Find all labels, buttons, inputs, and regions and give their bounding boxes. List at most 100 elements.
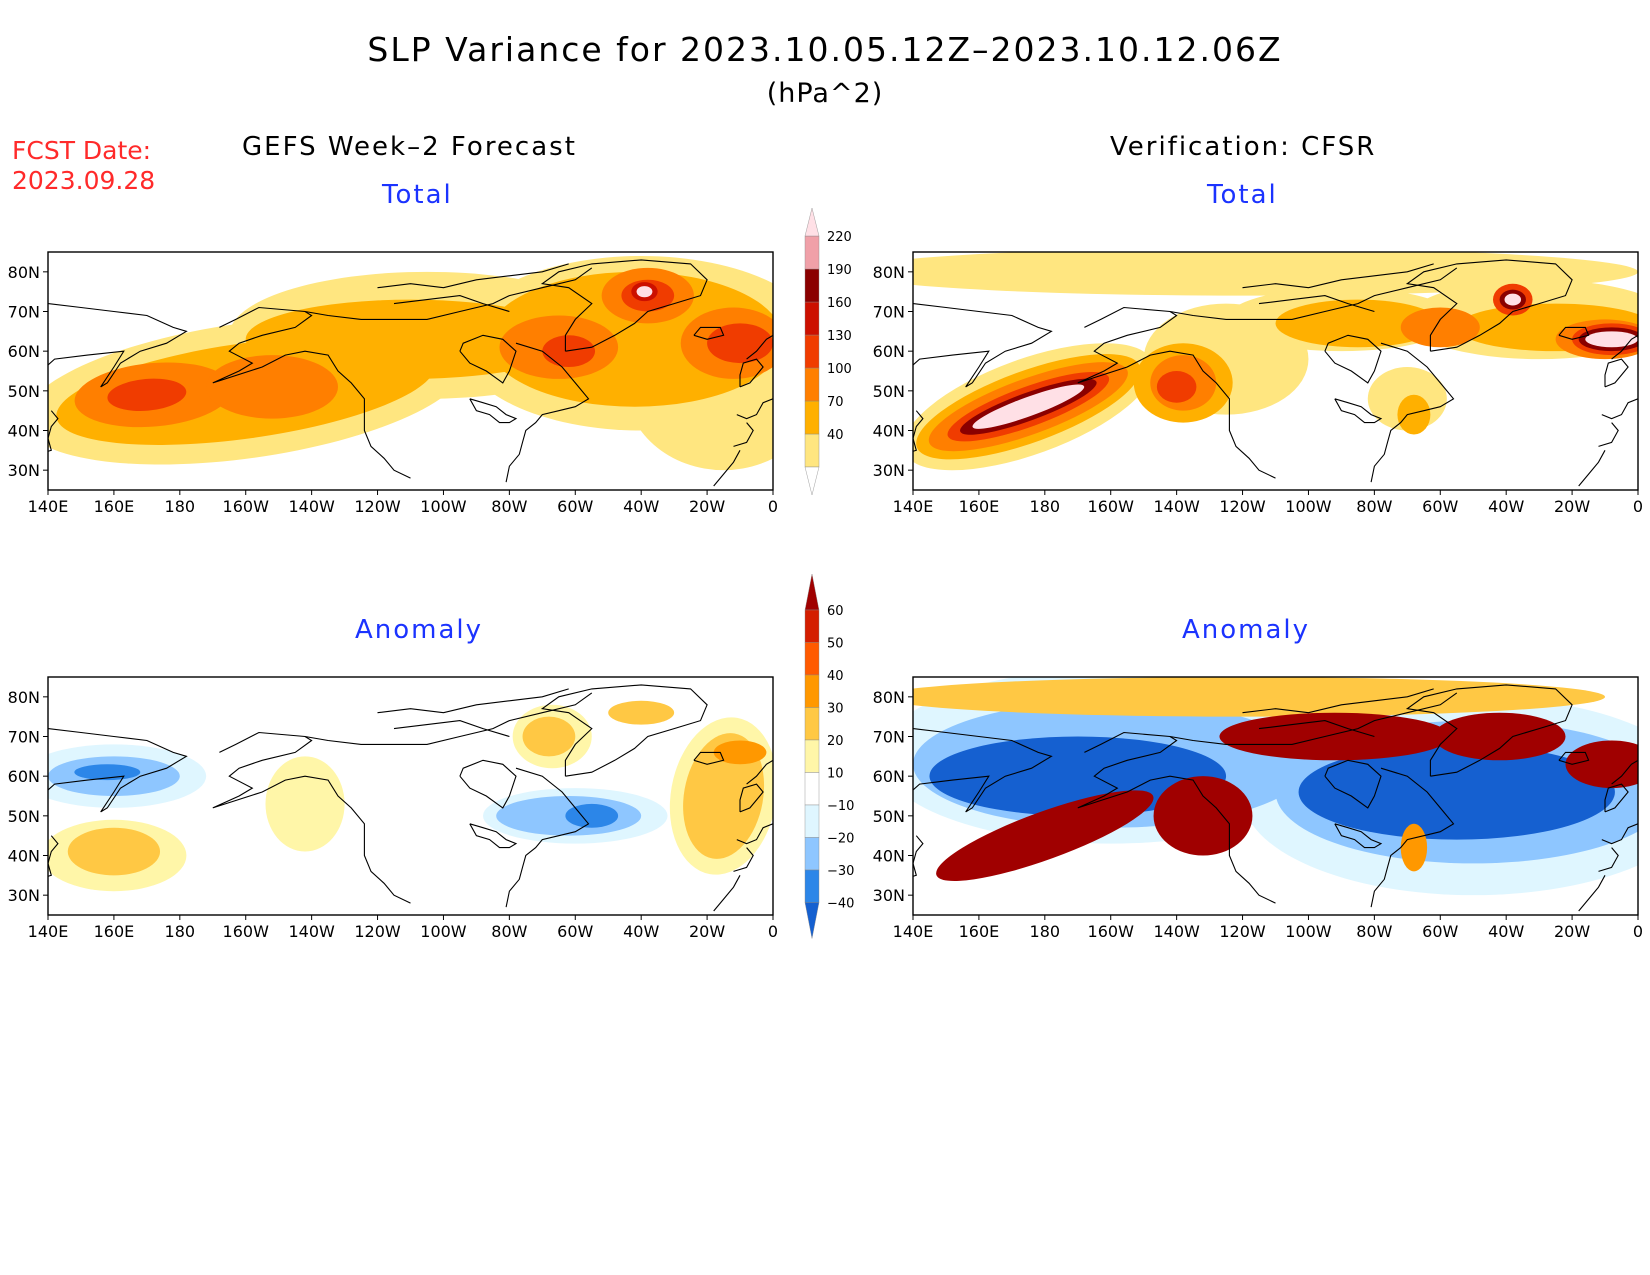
colorbar-band (804, 772, 820, 806)
lon-tick-label: 160W (223, 497, 270, 516)
lon-tick-label: 100W (1285, 497, 1332, 516)
lon-tick-label: 140W (1153, 922, 1200, 941)
lon-tick-label: 20W (689, 922, 725, 941)
colorbar-band (804, 869, 820, 903)
lon-tick-label: 160E (959, 497, 1000, 516)
colorbar-band (804, 837, 820, 871)
contour-region (713, 740, 767, 765)
lon-tick-label: 140W (1153, 497, 1200, 516)
contour-region (972, 384, 1085, 429)
lon-tick-label: 60W (557, 497, 593, 516)
lon-tick-label: 120W (1219, 497, 1266, 516)
lon-tick-label: 80W (491, 497, 527, 516)
lon-tick-label: 100W (420, 922, 467, 941)
lon-tick-label: 80W (1356, 497, 1392, 516)
lon-tick-label: 120W (354, 922, 401, 941)
map-frame (912, 676, 1639, 916)
map-frame (47, 676, 774, 916)
lat-tick-label: 80N (8, 688, 40, 707)
colorbar-label: 70 (827, 395, 844, 410)
colorbar-band (804, 642, 820, 676)
map-anomaly-forecast: 140E 160E 180 160W 140W 120W 100W 80W 60W 40W 20W 0… (8, 676, 778, 941)
lat-tick-label: 30N (873, 461, 905, 480)
contour-region (636, 286, 653, 298)
colorbar-arrow (804, 573, 820, 611)
lon-tick-label: 180 (1030, 497, 1061, 516)
lon-tick-label: 140E (28, 922, 69, 941)
colorbar-label: −20 (827, 832, 854, 847)
lat-tick-label: 30N (8, 461, 40, 480)
lon-tick-label: 140E (893, 922, 934, 941)
chart-title: SLP Variance for 2023.10.05.12Z–2023.10.… (367, 30, 1283, 69)
lon-tick-label: 160E (959, 922, 1000, 941)
contour-region (1400, 307, 1480, 348)
map-total-forecast: 140E 160E 180 160W 140W 120W 100W 80W 60W 40W 20W 0… (8, 251, 778, 516)
coastlines (48, 684, 773, 912)
colorbar-arrow (804, 207, 820, 237)
lon-tick-label: 80W (1356, 922, 1392, 941)
colorbar-band (804, 739, 820, 773)
coastlines (913, 684, 1638, 912)
lon-tick-label: 160W (1088, 922, 1135, 941)
contour-region (707, 323, 773, 364)
map-total-verification: 140E 160E 180 160W 140W 120W 100W 80W 60W 40W 20W 0… (873, 251, 1643, 516)
coastlines (913, 259, 1638, 487)
chart-units: (hPa^2) (766, 78, 884, 109)
contour-region (1585, 331, 1638, 348)
contour-region (1400, 823, 1428, 872)
contour-region (107, 378, 187, 411)
cfsr-column-title: Verification: CFSR (1110, 132, 1377, 162)
colorbar-band (804, 235, 820, 270)
lon-tick-label: 160E (94, 922, 135, 941)
contour-region (1397, 394, 1431, 435)
lon-tick-label: 180 (1030, 922, 1061, 941)
colorbar-arrow (804, 902, 820, 939)
lon-tick-label: 20W (1554, 922, 1590, 941)
lat-tick-label: 40N (8, 422, 40, 441)
lat-tick-label: 50N (873, 807, 905, 826)
lon-tick-label: 160E (94, 497, 135, 516)
lon-tick-label: 140E (893, 497, 934, 516)
contour-region (683, 733, 765, 859)
lat-tick-label: 60N (873, 342, 905, 361)
lat-tick-label: 80N (8, 263, 40, 282)
lon-tick-label: 40W (623, 922, 659, 941)
contour-region (522, 716, 576, 757)
lat-tick-label: 80N (873, 688, 905, 707)
colorbar-label: −40 (827, 897, 854, 912)
contour-region (1156, 371, 1197, 403)
contour-region (565, 803, 619, 828)
lat-tick-label: 70N (8, 303, 40, 322)
lon-tick-label: 160W (223, 922, 270, 941)
lon-tick-label: 160W (1088, 497, 1135, 516)
colorbar-band (804, 367, 820, 402)
colorbar-label: 190 (827, 263, 852, 278)
colorbar-label: 220 (827, 230, 852, 245)
contour-region (1433, 712, 1566, 761)
map-frame (912, 251, 1639, 491)
coastlines (48, 259, 773, 487)
colorbar-band (804, 301, 820, 336)
lat-tick-label: 70N (8, 728, 40, 747)
lat-tick-label: 30N (873, 886, 905, 905)
panel-title-anomaly-verification: Anomaly (1182, 615, 1311, 645)
lat-tick-label: 40N (873, 422, 905, 441)
colorbar-label: −30 (827, 864, 854, 879)
lon-tick-label: 40W (1488, 922, 1524, 941)
contour-region (1298, 744, 1615, 840)
colorbar-band (804, 400, 820, 435)
contour-region (1275, 299, 1441, 348)
colorbar-label: 40 (827, 428, 844, 443)
colorbar-label: −10 (827, 799, 854, 814)
contour-region (608, 700, 675, 725)
lat-tick-label: 30N (8, 886, 40, 905)
lat-tick-label: 50N (873, 382, 905, 401)
contour-region (265, 756, 345, 852)
lon-tick-label: 40W (623, 497, 659, 516)
colorbar-band (804, 707, 820, 741)
colorbar-band (804, 609, 820, 643)
lon-tick-label: 140W (288, 922, 335, 941)
lon-tick-label: 0 (1633, 922, 1643, 941)
contour-region (913, 677, 1605, 717)
colorbar-label: 30 (827, 702, 844, 717)
